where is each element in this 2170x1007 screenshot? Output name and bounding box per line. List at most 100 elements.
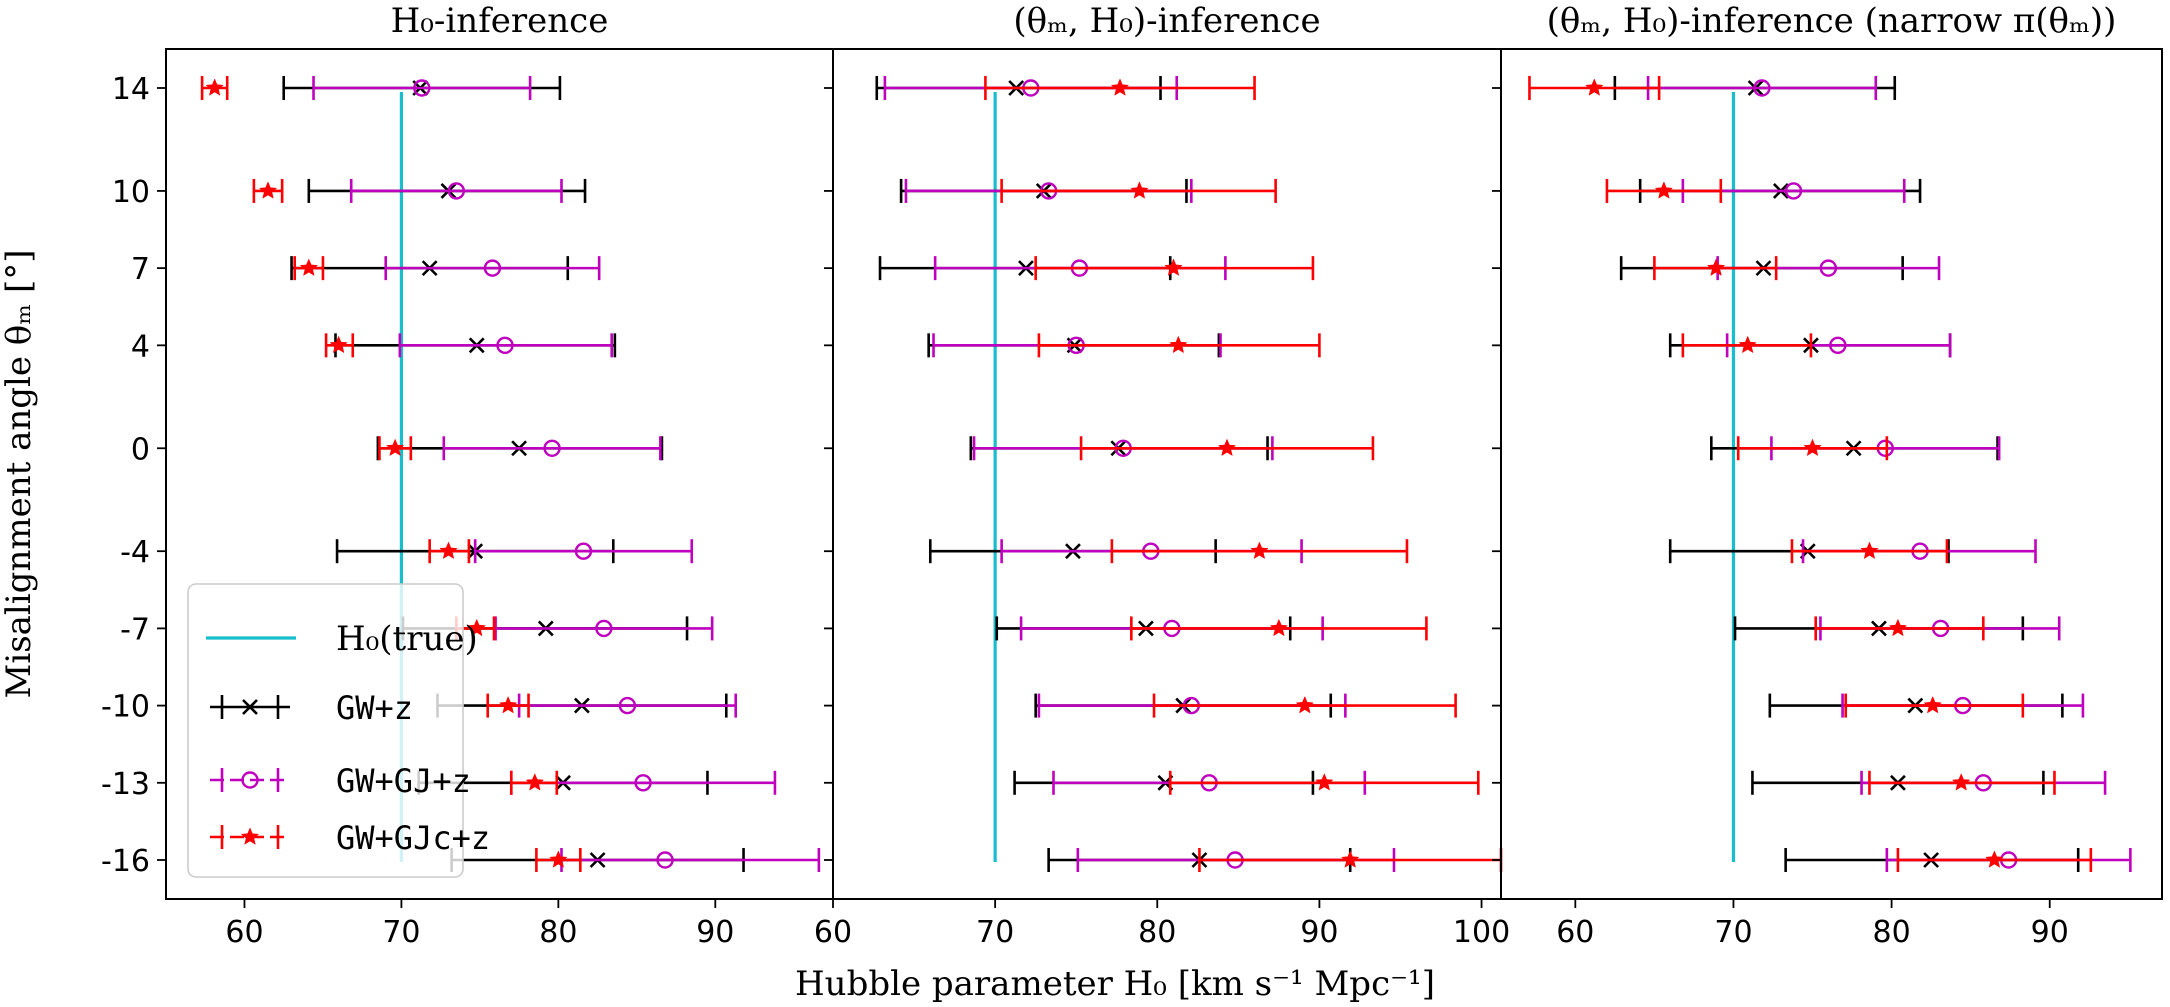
- errorbar-point: [1000, 178, 1277, 203]
- x-tick-label: 60: [1556, 915, 1594, 950]
- errorbar-point: [486, 693, 530, 718]
- panel-2: (θₘ, H₀)-inference 60 70 80 90 100: [814, 1, 1510, 950]
- errorbar-point: [1168, 770, 1480, 795]
- median-marker: [1164, 258, 1183, 276]
- legend: H₀(true) GW+z GW+GJ+z GW+GJc+z: [187, 583, 490, 878]
- panel-frame: [832, 48, 1502, 900]
- legend-label: H₀(true): [336, 619, 478, 659]
- median-marker: [549, 850, 568, 868]
- median-marker: [1250, 541, 1269, 560]
- median-marker: [618, 696, 637, 715]
- median-marker: [595, 619, 613, 638]
- legend-entry-gwgjz: GW+GJ+z: [210, 762, 471, 800]
- x-tick-label: 70: [976, 915, 1014, 950]
- y-tick-label: -4: [120, 535, 150, 570]
- errorbar-point: [1868, 770, 2056, 795]
- median-marker: [1860, 541, 1879, 560]
- legend-entry-gwz: GW+z: [210, 689, 413, 727]
- median-marker: [525, 773, 545, 791]
- median-marker: [1829, 336, 1847, 355]
- median-marker: [574, 542, 593, 560]
- median-marker: [1295, 695, 1315, 714]
- x-tick-label: 60: [225, 915, 263, 950]
- series-gwgjcz: [200, 76, 582, 872]
- median-marker: [1951, 773, 1971, 791]
- median-marker: [1169, 335, 1188, 354]
- median-marker: [1888, 618, 1908, 637]
- median-marker: [496, 336, 514, 355]
- errorbar-point: [1110, 539, 1409, 564]
- errorbar-point: [1130, 616, 1428, 641]
- median-marker: [498, 695, 518, 714]
- errorbar-point: [312, 76, 532, 100]
- errorbar-point: [984, 76, 1256, 100]
- median-marker: [1738, 335, 1757, 354]
- panel-title: (θₘ, H₀)-inference (narrow π(θₘ)): [1547, 1, 2117, 41]
- x-tick-label: 80: [1138, 915, 1176, 950]
- errorbar-point: [1605, 178, 1723, 203]
- errorbar-point: [349, 178, 563, 203]
- legend-marker: [241, 771, 259, 789]
- median-marker: [205, 78, 224, 96]
- median-marker: [413, 79, 431, 97]
- errorbar-point: [509, 770, 559, 795]
- x-tick-label: 80: [1872, 915, 1910, 950]
- errorbar-point: [293, 256, 325, 281]
- errorbar-point: [428, 539, 471, 564]
- errorbar-point: [442, 436, 662, 461]
- y-tick-label: 14: [112, 72, 150, 107]
- median-marker: [1315, 773, 1334, 791]
- median-marker: [1784, 182, 1803, 200]
- panel-title: H₀-inference: [391, 1, 609, 41]
- median-marker: [1985, 850, 2004, 868]
- x-tick-label: 90: [696, 915, 734, 950]
- median-marker: [1110, 78, 1130, 96]
- y-axis-label: Misalignment angle θₘ [°]: [0, 250, 39, 699]
- x-tick-label: 70: [382, 915, 420, 950]
- panel-title: (θₘ, H₀)-inference: [1013, 1, 1320, 41]
- errorbar-point: [494, 616, 714, 641]
- x-tick-label: 80: [539, 915, 577, 950]
- median-marker: [1585, 78, 1604, 96]
- errorbar-point: [1152, 693, 1457, 718]
- median-marker: [447, 182, 466, 200]
- panel-3: (θₘ, H₀)-inference (narrow π(θₘ)) 60 70 80 9…: [1492, 1, 2163, 950]
- median-marker: [634, 774, 652, 792]
- median-marker: [385, 438, 405, 457]
- median-marker: [1923, 695, 1942, 714]
- errorbar-point: [1034, 256, 1315, 281]
- y-tick-label: -10: [101, 690, 150, 725]
- errorbar-point: [1079, 436, 1375, 461]
- median-marker: [299, 258, 319, 276]
- median-marker: [1819, 259, 1838, 277]
- median-marker: [1217, 438, 1237, 457]
- series-gwgjcz: [1528, 76, 2093, 872]
- x-tick-label: 60: [814, 915, 852, 950]
- median-marker: [467, 618, 486, 637]
- errorbar-point: [1646, 76, 1878, 100]
- median-marker: [1269, 618, 1289, 637]
- median-marker: [439, 541, 458, 560]
- y-tick-label: 4: [131, 329, 150, 364]
- series-gwz: [875, 76, 1352, 872]
- panel-frame: [1500, 48, 2163, 900]
- median-marker: [1706, 258, 1726, 276]
- errorbar-point: [1653, 256, 1778, 281]
- errorbar-point: [1814, 616, 1985, 641]
- median-marker: [656, 851, 674, 869]
- median-marker: [1130, 181, 1149, 199]
- median-marker: [1341, 850, 1360, 868]
- errorbar-point: [384, 256, 601, 281]
- errorbar-point: [1681, 333, 1813, 358]
- errorbar-point: [517, 693, 737, 718]
- errorbar-point: [398, 333, 614, 358]
- legend-entry-gwgjcz: GW+GJc+z: [210, 819, 490, 857]
- errorbar-point: [535, 848, 582, 872]
- x-tick-label: 90: [2031, 915, 2069, 950]
- legend-marker: [240, 827, 260, 845]
- errorbar-point: [200, 76, 229, 100]
- legend-frame: [187, 583, 464, 878]
- median-marker: [483, 259, 502, 277]
- median-marker: [329, 335, 348, 354]
